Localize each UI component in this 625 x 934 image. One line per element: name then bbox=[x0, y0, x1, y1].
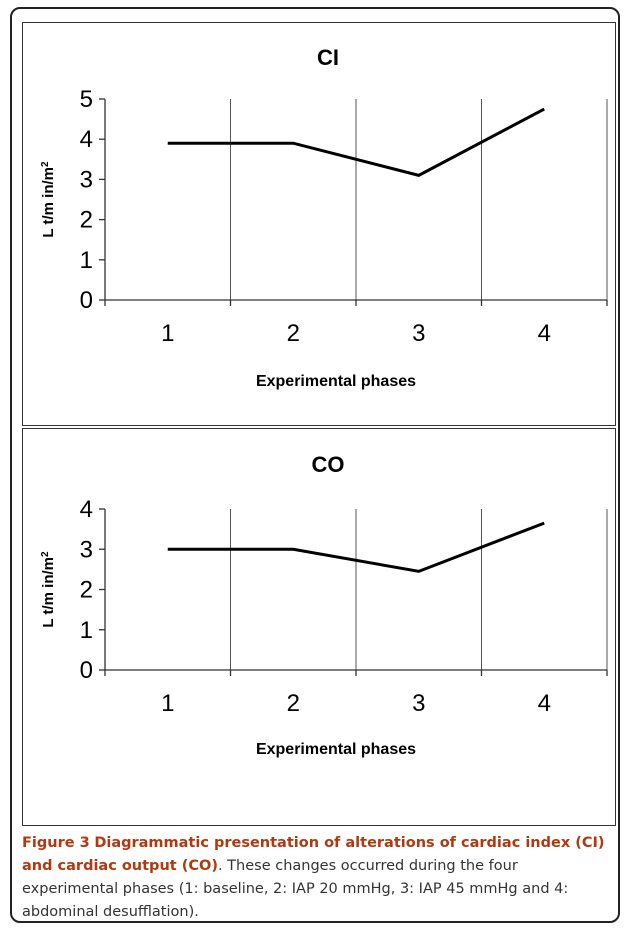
co-chart-title: CO bbox=[312, 452, 345, 477]
ci-series-line bbox=[167, 107, 545, 177]
ci-y-tick-label: 1 bbox=[80, 247, 93, 274]
ci-x-axis-label: Experimental phases bbox=[256, 373, 416, 390]
ci-chart: CI 0 1 2 3 4 5 1 2 3 4 Experimental phases L t/m in/… bbox=[40, 45, 608, 390]
ci-chart-title: CI bbox=[317, 45, 339, 70]
co-y-axis-label: L t/m in/m2 bbox=[40, 551, 58, 628]
co-x-tick-label: 3 bbox=[412, 690, 425, 717]
ci-chart-panel: CI 0 1 2 3 4 5 1 2 3 4 Experimental phases L t/m in/… bbox=[22, 22, 616, 426]
co-x-tick-label: 1 bbox=[161, 690, 174, 717]
co-series-line bbox=[167, 521, 545, 573]
co-y-tick-label: 0 bbox=[80, 657, 93, 684]
ci-x-tick-label: 1 bbox=[161, 320, 174, 347]
ci-y-tick-label: 5 bbox=[80, 86, 93, 113]
ci-x-tick-label: 3 bbox=[412, 320, 425, 347]
co-x-axis-label: Experimental phases bbox=[256, 741, 416, 758]
ci-x-tick-label: 4 bbox=[538, 320, 551, 347]
co-x-tick-label: 4 bbox=[538, 690, 551, 717]
co-y-tick-label: 3 bbox=[80, 536, 93, 563]
co-y-tick-label: 2 bbox=[80, 577, 93, 604]
caption-body: . These changes occurred during the four… bbox=[22, 858, 569, 920]
ci-y-tick-label: 3 bbox=[80, 166, 93, 193]
co-chart: CO 0 1 2 3 4 1 2 3 4 Experimental phases L t/m in/m… bbox=[40, 452, 608, 758]
co-y-tick-label: 1 bbox=[80, 617, 93, 644]
co-y-tick-label: 4 bbox=[80, 496, 93, 523]
ci-y-tick-label: 0 bbox=[80, 287, 93, 314]
co-chart-panel: CO 0 1 2 3 4 1 2 3 4 Experimental phases L t/m in/m… bbox=[22, 428, 616, 826]
figure-caption: Figure 3 Diagrammatic presentation of al… bbox=[22, 832, 607, 924]
ci-x-tick-label: 2 bbox=[287, 320, 300, 347]
caption-title: Diagrammatic presentation of alterations… bbox=[22, 835, 605, 874]
figure-label: Figure 3 bbox=[22, 835, 90, 851]
ci-y-tick-label: 4 bbox=[80, 126, 93, 153]
co-x-tick-label: 2 bbox=[287, 690, 300, 717]
ci-y-axis-label: L t/m in/m2 bbox=[40, 161, 58, 238]
ci-y-tick-label: 2 bbox=[80, 207, 93, 234]
